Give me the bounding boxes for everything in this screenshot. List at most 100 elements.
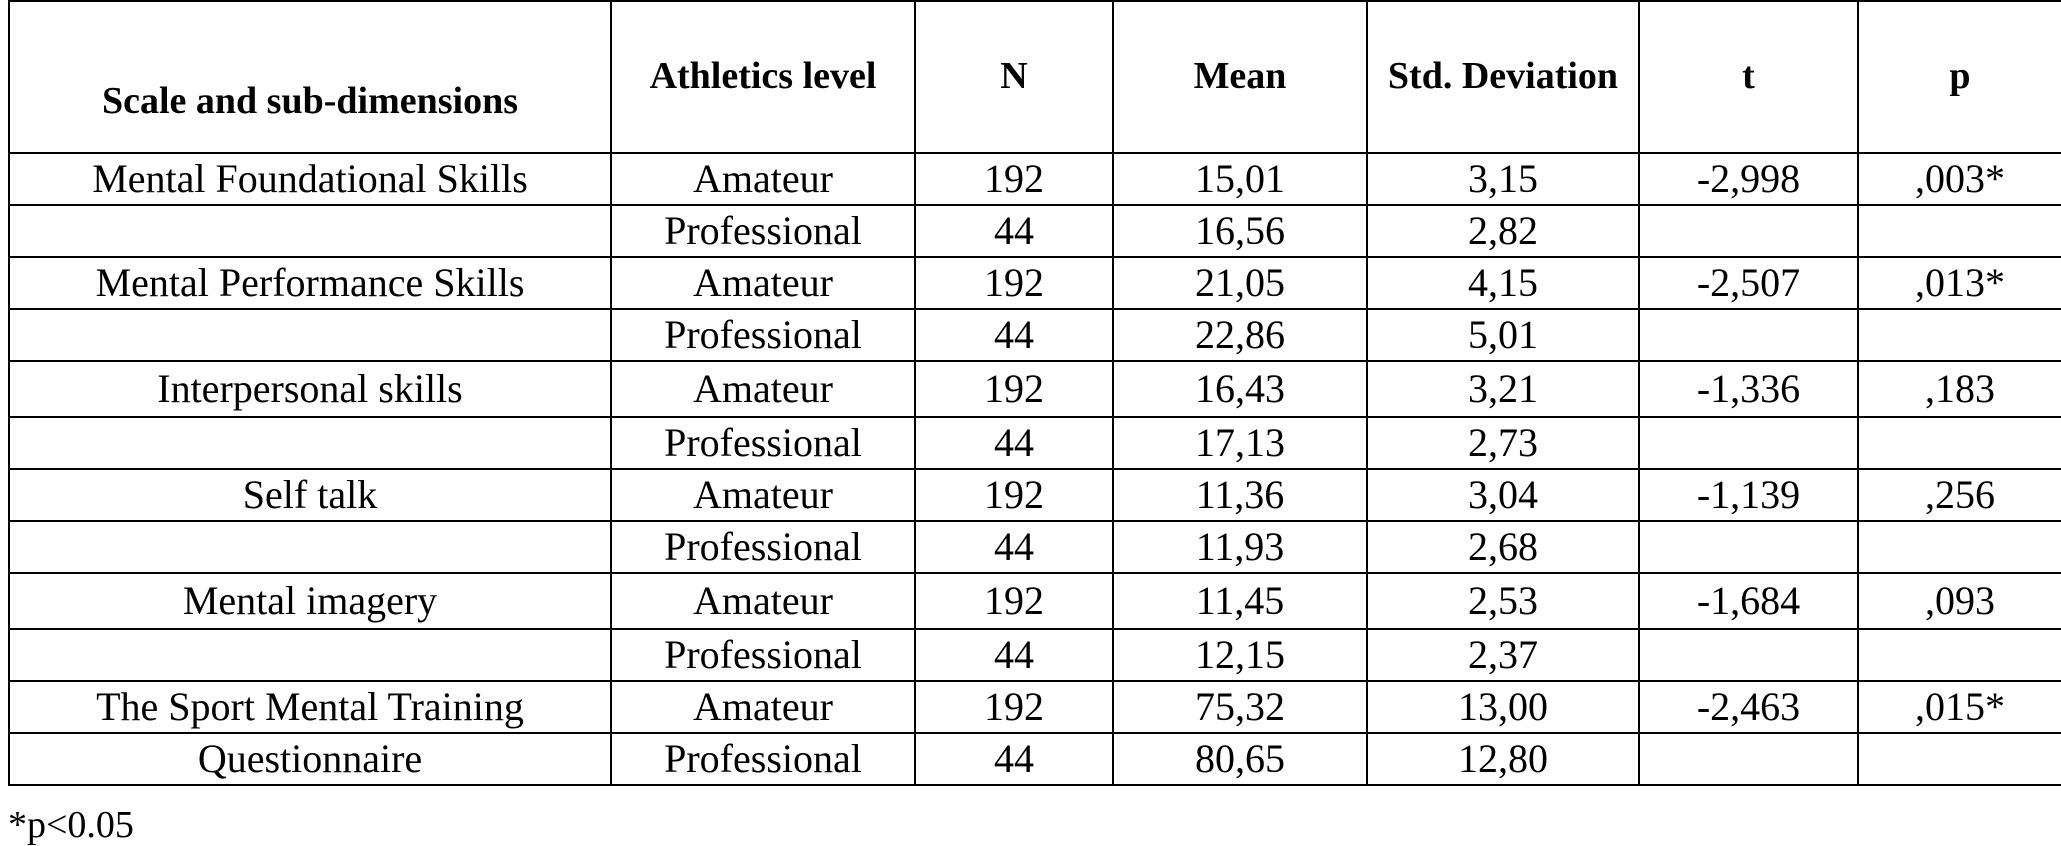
cell-p: ,093	[1857, 572, 2061, 630]
cell-scale	[8, 628, 612, 682]
cell-scale: Interpersonal skills	[8, 360, 612, 418]
table-row: Self talk Amateur 192 11,36 3,04 -1,139 …	[8, 468, 2061, 522]
cell-t	[1638, 204, 1859, 258]
table-body: Mental Foundational Skills Amateur 192 1…	[8, 152, 2061, 786]
cell-t: -1,336	[1638, 360, 1859, 418]
table-row: Mental Performance Skills Amateur 192 21…	[8, 256, 2061, 310]
cell-n: 44	[914, 204, 1114, 258]
cell-t	[1638, 520, 1859, 574]
table-row: Interpersonal skills Amateur 192 16,43 3…	[8, 360, 2061, 418]
cell-t: -2,998	[1638, 152, 1859, 206]
cell-sd: 4,15	[1366, 256, 1640, 310]
cell-scale: Self talk	[8, 468, 612, 522]
header-t: t	[1638, 0, 1859, 154]
cell-scale: Mental Foundational Skills	[8, 152, 612, 206]
cell-t	[1638, 732, 1859, 786]
cell-scale: Mental imagery	[8, 572, 612, 630]
table-row: Professional 44 11,93 2,68	[8, 520, 2061, 574]
cell-level: Professional	[610, 520, 916, 574]
cell-p: ,256	[1857, 468, 2061, 522]
cell-sd: 13,00	[1366, 680, 1640, 734]
cell-level: Amateur	[610, 680, 916, 734]
cell-level: Amateur	[610, 468, 916, 522]
cell-t: -1,684	[1638, 572, 1859, 630]
cell-n: 44	[914, 628, 1114, 682]
cell-t	[1638, 416, 1859, 470]
cell-n: 44	[914, 416, 1114, 470]
cell-scale: The Sport Mental Training	[8, 680, 612, 734]
cell-mean: 17,13	[1112, 416, 1368, 470]
cell-p: ,013*	[1857, 256, 2061, 310]
cell-level: Amateur	[610, 256, 916, 310]
cell-scale	[8, 520, 612, 574]
cell-mean: 11,36	[1112, 468, 1368, 522]
header-row: Scale and sub-dimensions Athletics level…	[8, 0, 2061, 154]
cell-level: Amateur	[610, 572, 916, 630]
cell-t: -1,139	[1638, 468, 1859, 522]
header-p: p	[1857, 0, 2061, 154]
cell-sd: 3,21	[1366, 360, 1640, 418]
cell-scale: Mental Performance Skills	[8, 256, 612, 310]
table-row: Professional 44 22,86 5,01	[8, 308, 2061, 362]
table-row: Mental imagery Amateur 192 11,45 2,53 -1…	[8, 572, 2061, 630]
statistics-table: Scale and sub-dimensions Athletics level…	[8, 0, 2061, 786]
cell-level: Professional	[610, 308, 916, 362]
header-std-deviation: Std. Deviation	[1366, 0, 1640, 154]
cell-p: ,183	[1857, 360, 2061, 418]
cell-n: 192	[914, 680, 1114, 734]
cell-sd: 2,73	[1366, 416, 1640, 470]
cell-n: 192	[914, 468, 1114, 522]
cell-p	[1857, 204, 2061, 258]
cell-scale: Questionnaire	[8, 732, 612, 786]
cell-mean: 16,56	[1112, 204, 1368, 258]
cell-sd: 5,01	[1366, 308, 1640, 362]
cell-n: 192	[914, 256, 1114, 310]
table-row: Professional 44 16,56 2,82	[8, 204, 2061, 258]
cell-level: Professional	[610, 732, 916, 786]
cell-level: Amateur	[610, 360, 916, 418]
cell-t: -2,507	[1638, 256, 1859, 310]
table-row: The Sport Mental Training Amateur 192 75…	[8, 680, 2061, 734]
cell-sd: 2,37	[1366, 628, 1640, 682]
table-row: Professional 44 17,13 2,73	[8, 416, 2061, 470]
cell-mean: 80,65	[1112, 732, 1368, 786]
cell-sd: 12,80	[1366, 732, 1640, 786]
cell-p	[1857, 308, 2061, 362]
cell-t	[1638, 628, 1859, 682]
cell-mean: 16,43	[1112, 360, 1368, 418]
cell-mean: 12,15	[1112, 628, 1368, 682]
cell-mean: 75,32	[1112, 680, 1368, 734]
table-row: Professional 44 12,15 2,37	[8, 628, 2061, 682]
cell-n: 44	[914, 732, 1114, 786]
cell-p: ,015*	[1857, 680, 2061, 734]
cell-mean: 15,01	[1112, 152, 1368, 206]
header-mean: Mean	[1112, 0, 1368, 154]
cell-n: 192	[914, 572, 1114, 630]
table-footnote: *p<0.05	[8, 804, 134, 846]
cell-mean: 11,45	[1112, 572, 1368, 630]
header-athletics-level: Athletics level	[610, 0, 916, 154]
header-scale: Scale and sub-dimensions	[8, 0, 612, 154]
cell-scale	[8, 416, 612, 470]
cell-p: ,003*	[1857, 152, 2061, 206]
cell-t	[1638, 308, 1859, 362]
header-n: N	[914, 0, 1114, 154]
cell-p	[1857, 732, 2061, 786]
cell-n: 44	[914, 520, 1114, 574]
cell-scale	[8, 204, 612, 258]
cell-sd: 3,15	[1366, 152, 1640, 206]
cell-n: 192	[914, 360, 1114, 418]
cell-level: Professional	[610, 416, 916, 470]
cell-sd: 2,68	[1366, 520, 1640, 574]
table-row: Mental Foundational Skills Amateur 192 1…	[8, 152, 2061, 206]
cell-level: Professional	[610, 204, 916, 258]
cell-sd: 2,53	[1366, 572, 1640, 630]
cell-mean: 11,93	[1112, 520, 1368, 574]
cell-t: -2,463	[1638, 680, 1859, 734]
cell-p	[1857, 416, 2061, 470]
cell-scale	[8, 308, 612, 362]
cell-p	[1857, 520, 2061, 574]
cell-p	[1857, 628, 2061, 682]
cell-sd: 3,04	[1366, 468, 1640, 522]
cell-mean: 22,86	[1112, 308, 1368, 362]
